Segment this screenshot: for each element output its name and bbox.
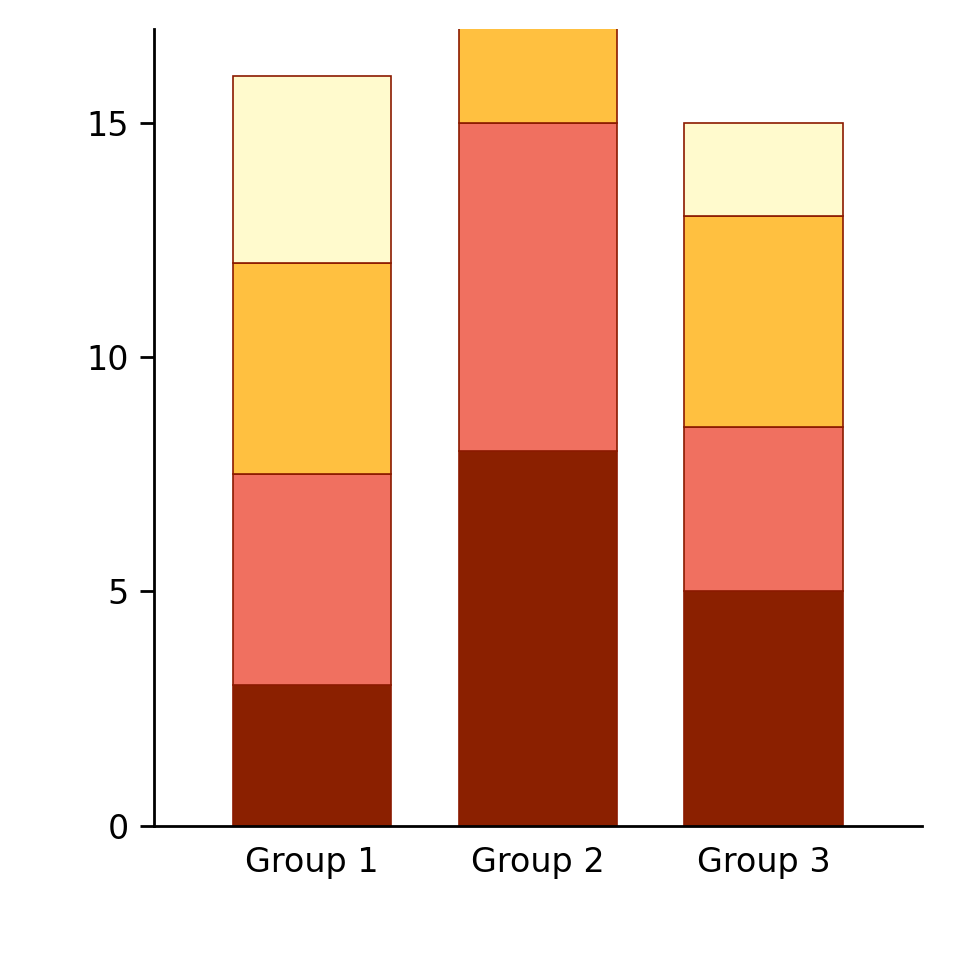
Bar (684, 123, 843, 216)
Bar (232, 474, 391, 685)
Bar (459, 450, 616, 826)
Bar (459, 123, 616, 450)
Bar (684, 216, 843, 427)
Bar (232, 263, 391, 474)
Bar (684, 591, 843, 826)
Bar (684, 427, 843, 591)
Bar (232, 76, 391, 263)
Bar (459, 0, 616, 123)
Bar (232, 685, 391, 826)
